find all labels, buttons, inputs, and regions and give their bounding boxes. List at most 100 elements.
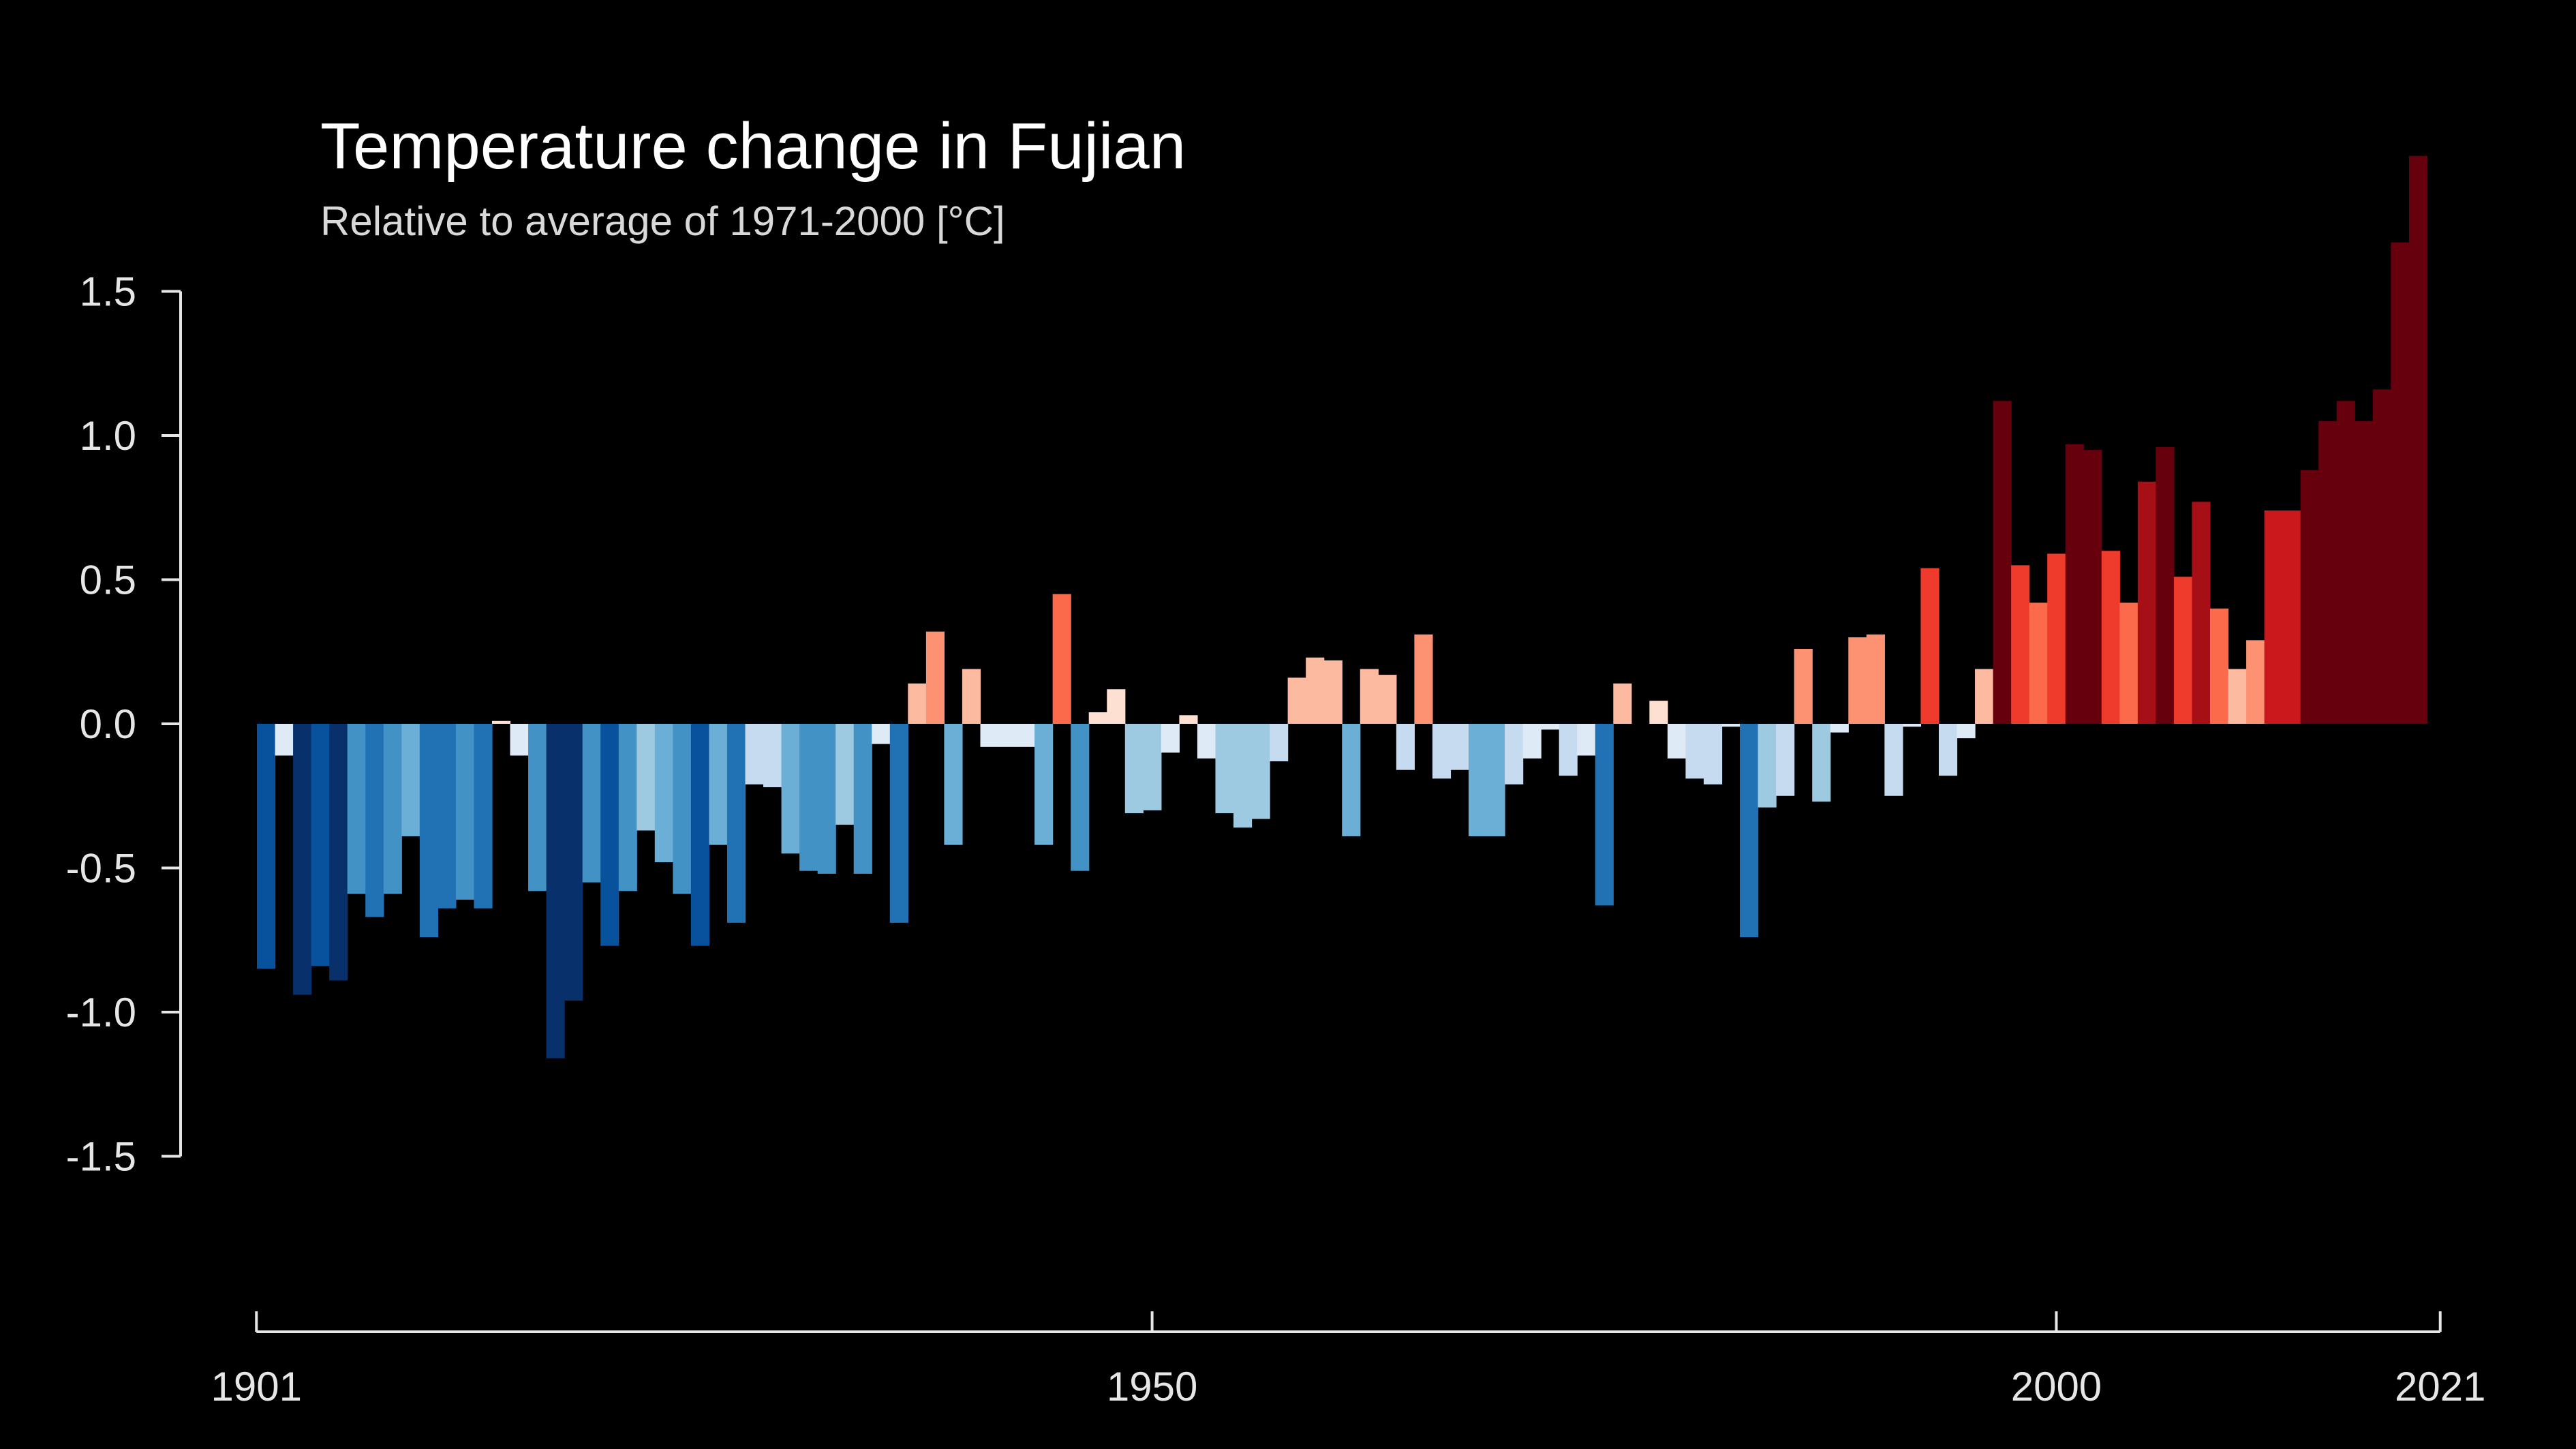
bar-1990: [1866, 634, 1885, 724]
bar-1918: [564, 724, 583, 1001]
bar-2014: [2300, 470, 2319, 724]
bar-1913: [474, 724, 493, 909]
bar-1975: [1595, 724, 1614, 906]
bar-2013: [2282, 510, 2301, 724]
bar-1921: [618, 724, 637, 891]
bar-1963: [1378, 675, 1397, 724]
bar-1944: [1034, 724, 1054, 845]
bar-1980: [1685, 724, 1704, 779]
bar-1960: [1323, 660, 1343, 724]
y-tick-label: 1.0: [80, 413, 136, 459]
bar-1903: [293, 724, 312, 995]
bar-1999: [2029, 603, 2048, 724]
bar-1959: [1306, 657, 1325, 724]
bar-1981: [1703, 724, 1723, 784]
bar-1974: [1577, 724, 1596, 756]
bar-1911: [438, 724, 457, 909]
bar-1967: [1450, 724, 1469, 770]
bar-2010: [2228, 669, 2247, 724]
bar-1919: [582, 724, 601, 883]
bar-1976: [1613, 683, 1632, 724]
bar-1942: [998, 724, 1017, 747]
x-tick-label: 1901: [211, 1364, 302, 1409]
bar-2009: [2210, 608, 2229, 724]
y-tick-label: 0.5: [80, 558, 136, 603]
y-axis: 1.5 1.0 0.5 0.0 -0.5 -1.0 -1.5: [66, 269, 182, 1180]
bar-1968: [1468, 724, 1488, 836]
bar-1964: [1396, 724, 1415, 770]
bar-1983: [1740, 724, 1759, 938]
bar-2003: [2101, 551, 2120, 724]
bar-1966: [1432, 724, 1452, 779]
bar-1933: [835, 724, 855, 825]
bar-1978: [1649, 701, 1668, 724]
y-tick-label: 1.5: [80, 269, 136, 315]
bar-1901: [257, 724, 276, 969]
bar-1951: [1161, 724, 1180, 753]
bar-2017: [2355, 421, 2374, 724]
bar-1997: [1993, 401, 2012, 724]
bar-1952: [1179, 715, 1198, 724]
bar-1954: [1215, 724, 1234, 814]
bar-2020: [2408, 155, 2428, 724]
bar-1909: [401, 724, 420, 836]
bar-1949: [1124, 724, 1144, 814]
bar-1925: [690, 724, 710, 946]
bar-1994: [1938, 724, 1958, 776]
chart-subtitle: Relative to average of 1971-2000 [°C]: [320, 198, 1005, 244]
bar-1941: [980, 724, 999, 747]
bar-1989: [1848, 637, 1867, 724]
x-tick-label: 1950: [1107, 1364, 1197, 1409]
bar-1971: [1522, 724, 1542, 759]
bar-1926: [709, 724, 728, 845]
bar-1996: [1975, 669, 1994, 724]
bar-2005: [2137, 481, 2157, 724]
bar-1992: [1902, 724, 1922, 727]
bar-2018: [2372, 389, 2391, 724]
bar-2006: [2156, 446, 2175, 724]
bar-2000: [2047, 553, 2066, 724]
bar-1950: [1143, 724, 1162, 810]
bar-1943: [1016, 724, 1035, 747]
bar-1932: [817, 724, 836, 874]
bar-1982: [1721, 724, 1741, 727]
bar-1948: [1107, 689, 1126, 724]
x-axis: 1901 1950 2000 2021: [211, 1311, 2485, 1409]
bar-2011: [2246, 640, 2265, 724]
bar-1955: [1233, 724, 1253, 828]
bar-1938: [925, 631, 945, 724]
bar-1922: [637, 724, 656, 831]
bar-1935: [872, 724, 891, 744]
bar-1906: [347, 724, 366, 894]
y-tick-label: 0.0: [80, 701, 136, 747]
bar-1946: [1071, 724, 1090, 871]
bar-1988: [1830, 724, 1849, 733]
bar-1928: [745, 724, 764, 784]
bar-1961: [1342, 724, 1361, 836]
bar-1979: [1667, 724, 1687, 759]
bar-1995: [1957, 724, 1976, 739]
bar-2019: [2391, 242, 2410, 724]
x-tick-label: 2021: [2395, 1364, 2485, 1409]
bar-1956: [1251, 724, 1270, 819]
bar-1930: [781, 724, 800, 854]
bar-1993: [1920, 568, 1939, 724]
bar-1907: [365, 724, 384, 917]
bar-1936: [889, 724, 908, 923]
bar-2004: [2119, 603, 2138, 724]
bar-1998: [2011, 565, 2030, 724]
bar-1902: [275, 724, 294, 756]
bar-2016: [2336, 401, 2355, 724]
bar-1947: [1088, 712, 1107, 724]
bar-1927: [726, 724, 746, 923]
bar-1908: [383, 724, 402, 894]
bar-1904: [311, 724, 330, 966]
bar-1916: [528, 724, 547, 891]
bar-1985: [1776, 724, 1795, 796]
y-tick-label: -0.5: [66, 846, 136, 891]
bar-1984: [1758, 724, 1777, 808]
bar-1962: [1360, 669, 1379, 724]
bar-2007: [2173, 577, 2193, 724]
